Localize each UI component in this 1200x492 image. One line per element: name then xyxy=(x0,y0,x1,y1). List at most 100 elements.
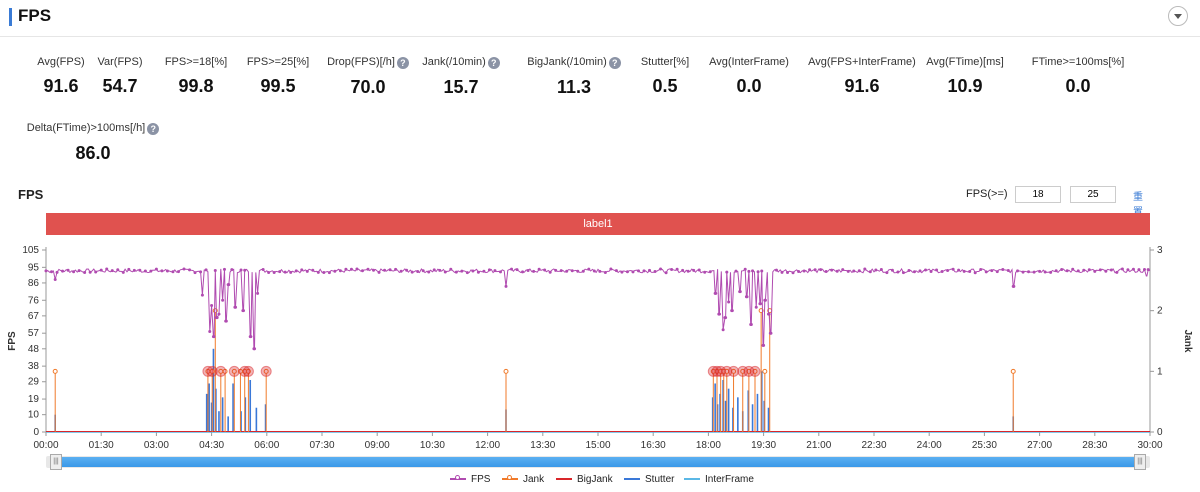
help-icon[interactable]: ? xyxy=(487,57,500,69)
fps-point xyxy=(105,267,109,271)
x-tick-label: 18:00 xyxy=(696,440,721,451)
fps-point xyxy=(686,269,690,273)
fps-point xyxy=(493,269,497,273)
fps-point xyxy=(476,270,480,274)
fps-point xyxy=(714,291,718,295)
metric-5: Jank(/10min)? 15.7 xyxy=(386,56,536,98)
fps-point xyxy=(543,268,547,272)
x-tick-label: 01:30 xyxy=(89,440,114,451)
fps-threshold-input-1[interactable] xyxy=(1015,186,1061,203)
legend-item-stutter[interactable]: Stutter xyxy=(624,474,674,485)
fps-point xyxy=(421,269,425,273)
legend-swatch xyxy=(450,475,466,481)
metric-value: 86.0 xyxy=(75,143,111,163)
fps-point xyxy=(83,271,87,275)
fps-point xyxy=(918,269,922,273)
fps-point xyxy=(747,269,751,273)
y-right-tick-label: 1 xyxy=(1157,366,1163,377)
y-left-tick-label: 57 xyxy=(28,328,40,339)
metric-value: 99.8 xyxy=(178,76,214,96)
fps-point xyxy=(322,270,326,274)
fps-point xyxy=(631,270,635,274)
legend-item-bigjank[interactable]: BigJank xyxy=(556,474,613,485)
fps-point xyxy=(1142,267,1146,271)
jank-point xyxy=(762,368,768,374)
label-bar[interactable]: label1 xyxy=(46,213,1150,235)
fps-point xyxy=(294,269,298,273)
fps-point xyxy=(160,269,164,273)
metric-value: 0.0 xyxy=(1065,76,1091,96)
fps-point xyxy=(366,267,370,271)
fps-point xyxy=(1115,270,1119,274)
time-range-slider[interactable]: ||| ||| xyxy=(46,454,1150,470)
x-tick-label: 13:30 xyxy=(530,440,555,451)
help-icon[interactable]: ? xyxy=(396,57,409,69)
fps-point xyxy=(1104,269,1108,273)
metric-label: Stutter[%] xyxy=(590,56,740,68)
fps-point xyxy=(1016,269,1020,273)
fps-point xyxy=(951,267,955,271)
fps-point xyxy=(1076,269,1080,273)
metric-label-text: Avg(FTime)[ms] xyxy=(926,56,1004,68)
fps-point xyxy=(727,300,731,304)
bigjank-point xyxy=(715,365,727,377)
fps-point xyxy=(88,270,92,274)
fps-point xyxy=(1120,267,1124,271)
x-tick-label: 22:30 xyxy=(861,440,886,451)
help-icon[interactable]: ? xyxy=(147,123,160,135)
collapse-chevron-icon[interactable] xyxy=(1168,6,1188,26)
metric-8: Avg(InterFrame) 0.0 xyxy=(674,56,824,97)
slider-range-fill[interactable] xyxy=(56,457,1140,467)
fps-point xyxy=(636,269,640,273)
y-left-tick-label: 105 xyxy=(22,245,39,256)
x-tick-label: 27:00 xyxy=(1027,440,1052,451)
fps-point xyxy=(769,331,773,335)
fps-point xyxy=(756,270,760,274)
fps-point xyxy=(449,267,453,271)
help-icon[interactable]: ? xyxy=(608,57,621,69)
fps-point xyxy=(327,271,331,275)
metric-7: Stutter[%] 0.5 xyxy=(590,56,740,97)
legend-item-jank[interactable]: Jank xyxy=(502,474,544,485)
fps-point xyxy=(454,270,458,274)
fps-point xyxy=(614,269,618,273)
x-tick-label: 09:00 xyxy=(365,440,390,451)
fps-point xyxy=(979,268,983,272)
fps-point xyxy=(946,268,950,272)
fps-point xyxy=(808,268,812,272)
fps-point xyxy=(338,269,342,273)
fps-point xyxy=(762,343,766,347)
fps-point xyxy=(77,269,81,273)
fps-point xyxy=(261,267,265,271)
slider-left-handle[interactable]: ||| xyxy=(50,454,62,470)
fps-point xyxy=(127,267,131,271)
fps-point xyxy=(253,347,257,351)
reset-link[interactable]: 重置 xyxy=(1133,192,1143,218)
metric-1: Var(FPS) 54.7 xyxy=(45,56,195,97)
fps-point xyxy=(797,269,801,273)
legend-item-interframe[interactable]: InterFrame xyxy=(684,474,754,485)
fps-point xyxy=(890,268,894,272)
fps-point xyxy=(548,270,552,274)
fps-point xyxy=(581,269,585,273)
fps-threshold-input-2[interactable] xyxy=(1070,186,1116,203)
metric-value: 0.0 xyxy=(736,76,762,96)
fps-point xyxy=(377,270,381,274)
fps-point xyxy=(1087,268,1091,272)
y-left-tick-label: 76 xyxy=(28,295,40,306)
fps-point xyxy=(316,270,320,274)
slider-right-handle[interactable]: ||| xyxy=(1134,454,1146,470)
bigjank-point xyxy=(239,365,251,377)
fps-point xyxy=(50,270,54,274)
fps-point xyxy=(760,269,764,273)
fps-point xyxy=(230,268,234,272)
metric-label: Avg(FPS) xyxy=(0,56,136,68)
legend-item-fps[interactable]: FPS xyxy=(450,474,490,485)
fps-point xyxy=(754,305,758,309)
metric-label: FPS>=25[%] xyxy=(203,56,353,68)
fps-point xyxy=(222,267,226,271)
fps-point xyxy=(532,269,536,273)
fps-point xyxy=(243,268,247,272)
fps-point xyxy=(154,267,158,271)
legend-label: FPS xyxy=(471,474,491,485)
